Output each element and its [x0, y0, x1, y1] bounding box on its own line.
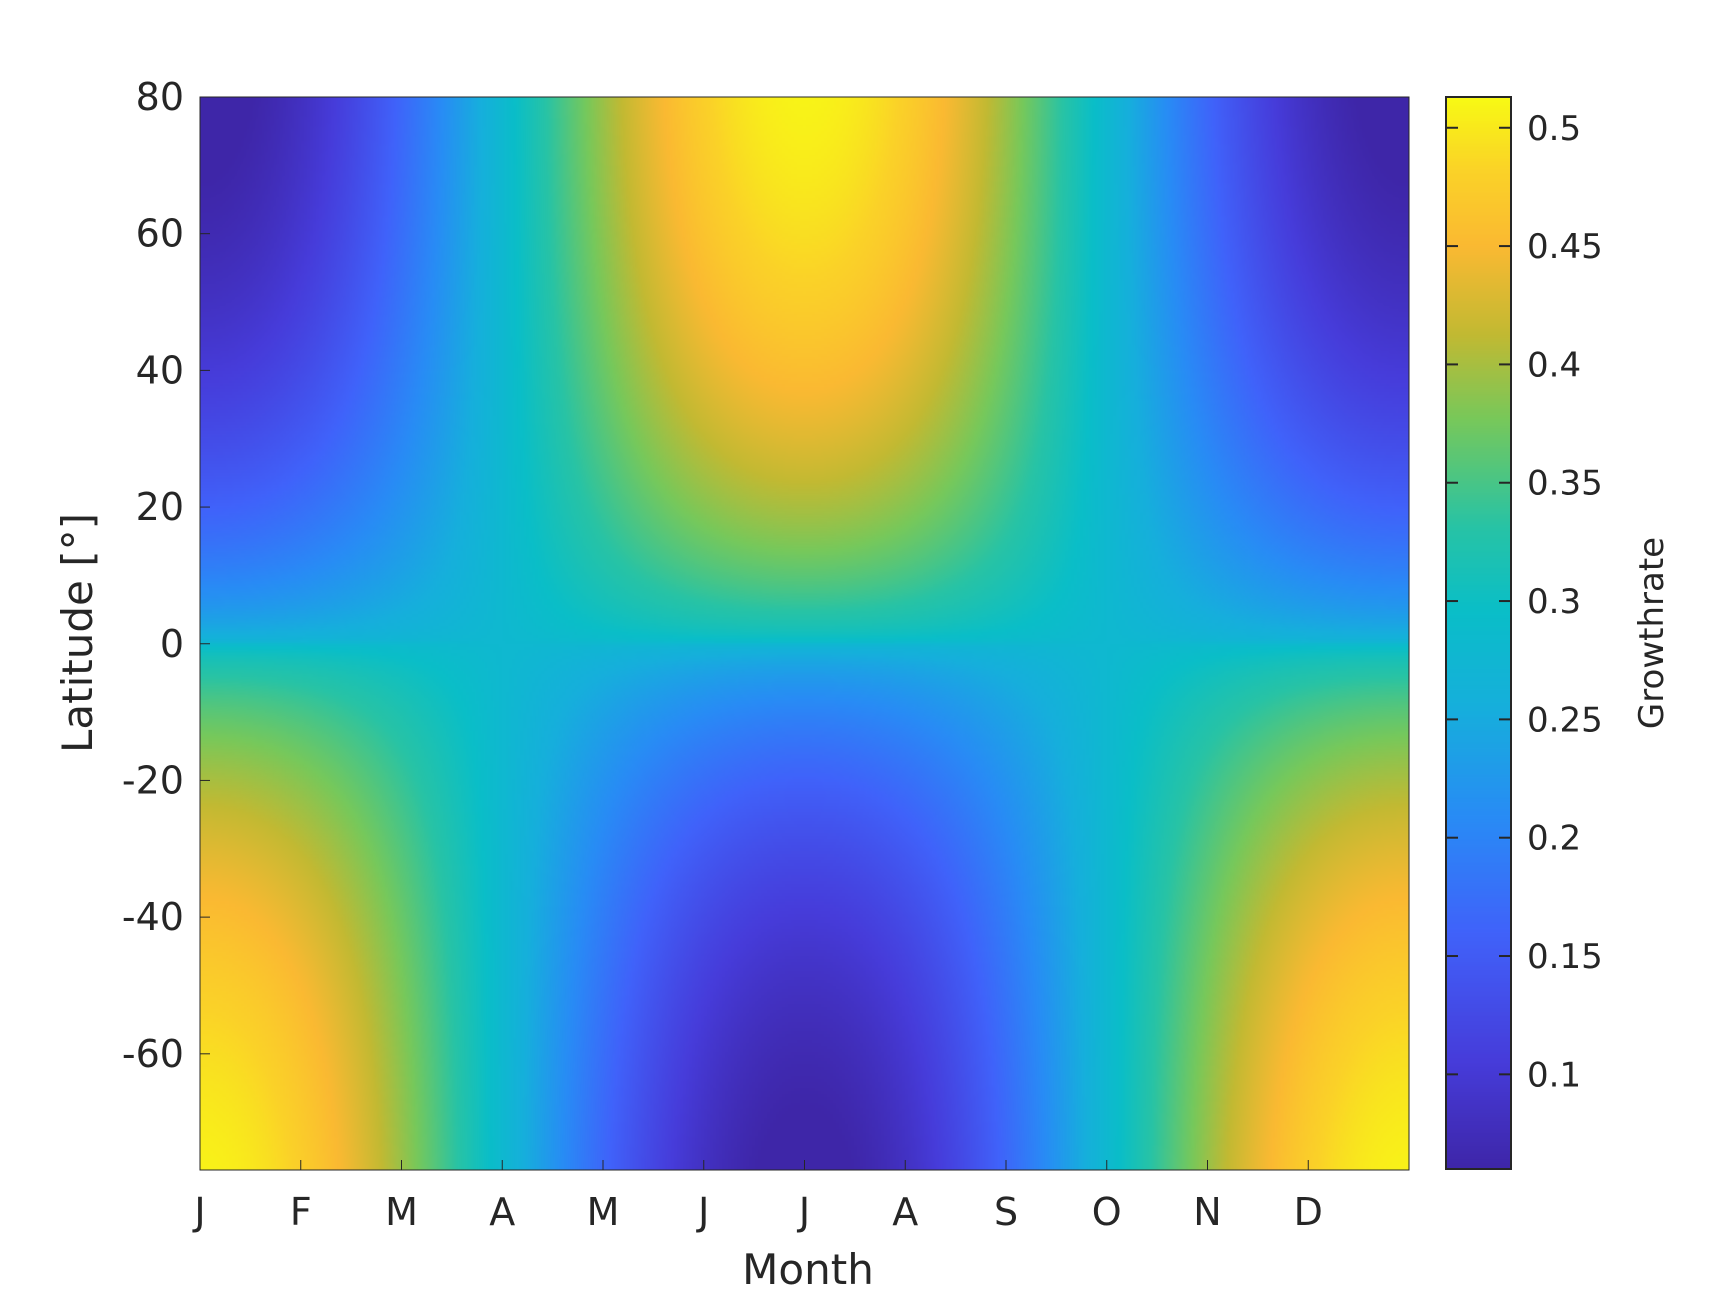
y-tick-label: -20: [122, 758, 184, 802]
heatmap-field: [200, 97, 1409, 1170]
y-tick-label: 40: [136, 348, 184, 392]
colorbar-gradient: [1446, 97, 1511, 1169]
y-tick-label: -60: [122, 1032, 184, 1076]
colorbar-tick-label: 0.1: [1527, 1055, 1581, 1095]
y-tick-label: 80: [136, 75, 184, 119]
x-tick-label: O: [1092, 1190, 1122, 1234]
x-tick-label: J: [696, 1190, 709, 1234]
x-tick-label: M: [385, 1190, 418, 1234]
colorbar-tick-label: 0.25: [1527, 700, 1603, 740]
colorbar-tick-label: 0.45: [1527, 227, 1603, 267]
x-tick-label: N: [1193, 1190, 1221, 1234]
x-tick-label: D: [1294, 1190, 1323, 1234]
colorbar-tick-label: 0.2: [1527, 819, 1581, 859]
x-tick-label: S: [994, 1190, 1018, 1234]
colorbar-tick-label: 0.3: [1527, 582, 1581, 622]
x-tick-label: J: [192, 1190, 205, 1234]
y-tick-label: 0: [160, 622, 184, 666]
colorbar-tick-label: 0.35: [1527, 464, 1603, 504]
x-axis-title: Month: [742, 1245, 874, 1294]
x-tick-label: J: [797, 1190, 810, 1234]
colorbar-border: [1445, 96, 1512, 1170]
y-tick-label: -40: [122, 895, 184, 939]
colorbar-tick-label: 0.5: [1527, 109, 1581, 149]
heatmap-plot-area: [199, 96, 1410, 1171]
y-axis-ticks: 80 60 40 20 0 -20 -40 -60: [122, 75, 210, 1076]
y-axis-title: Latitude [°]: [53, 513, 102, 753]
x-tick-label: A: [892, 1190, 918, 1234]
colorbar-ticks: 0.5 0.45 0.4 0.35 0.3 0.25 0.2 0.15 0.1: [1446, 109, 1603, 1095]
y-tick-label: 20: [136, 485, 184, 529]
y-tick-label: 60: [136, 212, 184, 256]
colorbar: 0.5 0.45 0.4 0.35 0.3 0.25 0.2 0.15 0.1 Growthra…: [1445, 96, 1672, 1170]
colorbar-tick-label: 0.4: [1527, 345, 1581, 385]
colorbar-title: Growthrate: [1632, 537, 1672, 729]
colorbar-tick-label: 0.15: [1527, 937, 1603, 977]
x-tick-label: F: [290, 1190, 312, 1234]
x-tick-label: M: [587, 1190, 620, 1234]
x-tick-label: A: [489, 1190, 515, 1234]
